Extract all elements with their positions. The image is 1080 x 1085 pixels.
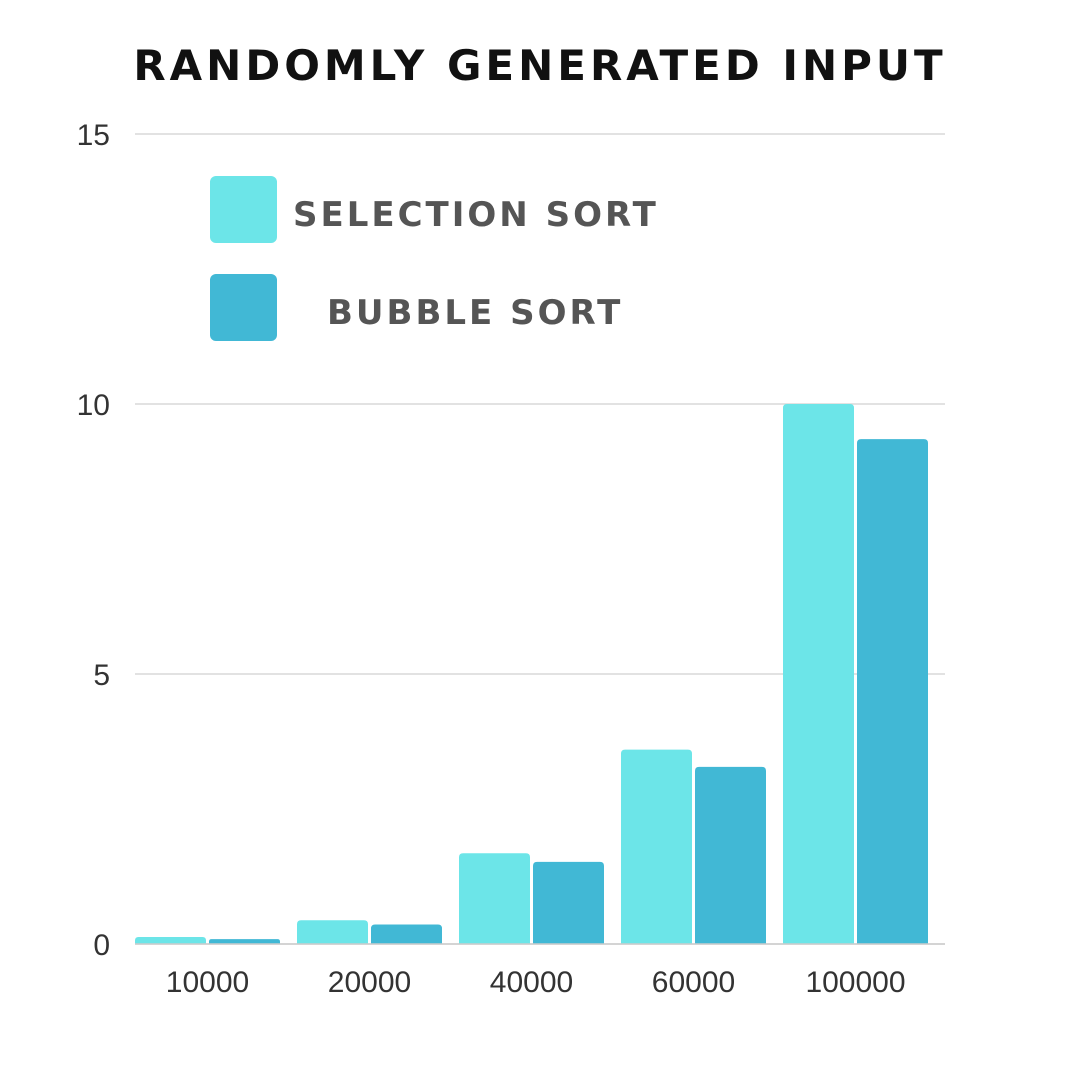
legend-label-bubble-sort: BUBBLE SORT [327,293,623,333]
x-tick-label: 40000 [490,966,573,999]
bar-bubble-sort-100000 [857,439,928,944]
bar-bubble-sort-10000 [209,939,280,944]
y-tick-label: 5 [93,659,110,692]
legend-label-selection-sort: SELECTION SORT [293,195,659,235]
bar-selection-sort-10000 [135,936,206,944]
y-tick-label: 10 [77,389,110,422]
bar-bubble-sort-20000 [371,924,442,944]
chart-title: RANDOMLY GENERATED INPUT [133,41,946,90]
legend: SELECTION SORT BUBBLE SORT [210,176,659,341]
y-tick-label: 0 [93,929,110,962]
x-axis-ticks: 10000 20000 40000 60000 100000 [166,966,906,999]
bar-selection-sort-100000 [783,404,854,944]
bar-selection-sort-40000 [459,853,530,944]
x-tick-label: 100000 [805,966,905,999]
bars [135,404,945,945]
bar-bubble-sort-40000 [533,861,604,944]
bar-selection-sort-20000 [297,920,368,944]
legend-swatch-selection-sort [210,176,277,243]
x-tick-label: 10000 [166,966,249,999]
x-tick-label: 60000 [652,966,735,999]
x-tick-label: 20000 [328,966,411,999]
bar-selection-sort-60000 [621,749,692,944]
legend-swatch-bubble-sort [210,274,277,341]
bar-bubble-sort-60000 [695,766,766,944]
y-tick-label: 15 [77,119,110,152]
y-axis-ticks: 0 5 10 15 [77,119,110,962]
